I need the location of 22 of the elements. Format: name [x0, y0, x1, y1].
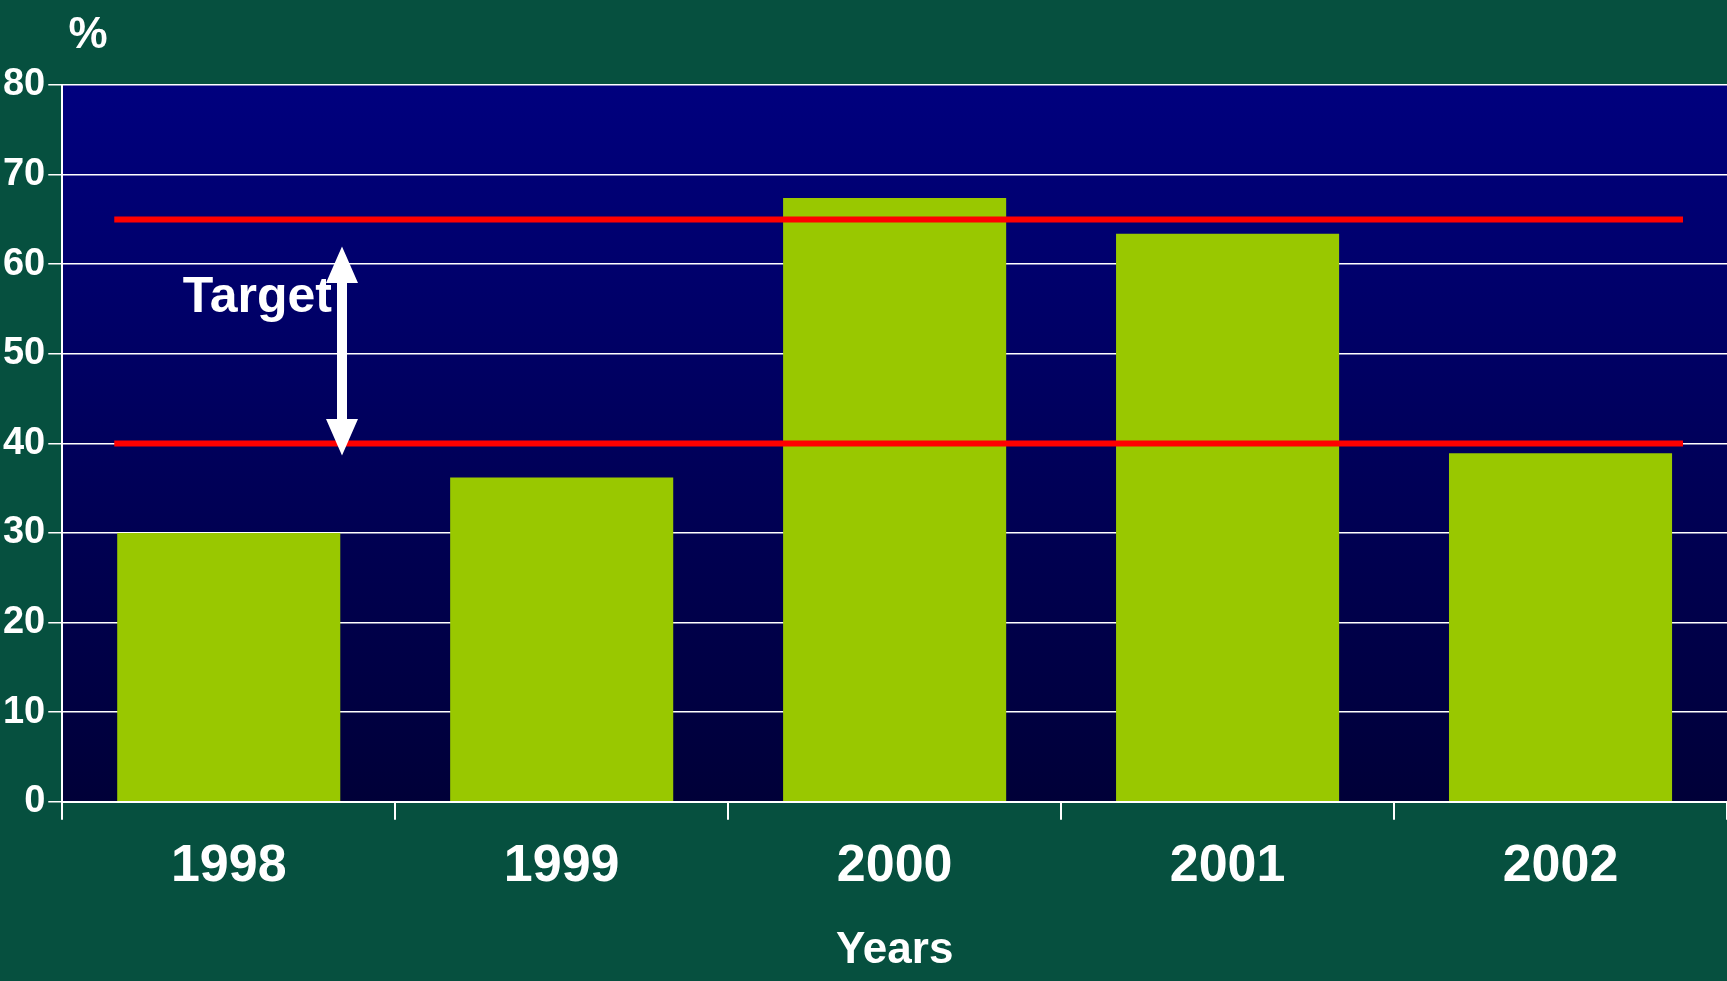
y-tick-label: 60 — [2, 240, 46, 283]
y-tick-label: 20 — [2, 599, 46, 642]
bar — [117, 533, 341, 802]
y-tick-label: 70 — [2, 151, 46, 194]
y-tick-label: 30 — [2, 509, 46, 552]
x-tick-label: 2000 — [836, 834, 953, 893]
x-tick-label: 2001 — [1169, 834, 1286, 893]
bar — [783, 197, 1007, 802]
y-tick-label: 40 — [2, 419, 46, 462]
x-axis-title: Years — [835, 922, 954, 972]
y-tick-label: 80 — [2, 61, 46, 104]
bar — [1448, 453, 1673, 802]
y-axis-title: % — [68, 8, 108, 57]
annotation: Target — [182, 266, 333, 323]
y-tick-label: 50 — [2, 330, 46, 373]
y-tick-label: 0 — [24, 778, 46, 821]
bar — [450, 477, 674, 802]
y-tick-label: 10 — [2, 688, 46, 731]
x-tick-label: 2002 — [1502, 834, 1619, 893]
x-tick-label: 1998 — [170, 834, 287, 893]
x-tick-label: 1999 — [503, 834, 620, 893]
bar — [1116, 233, 1340, 802]
